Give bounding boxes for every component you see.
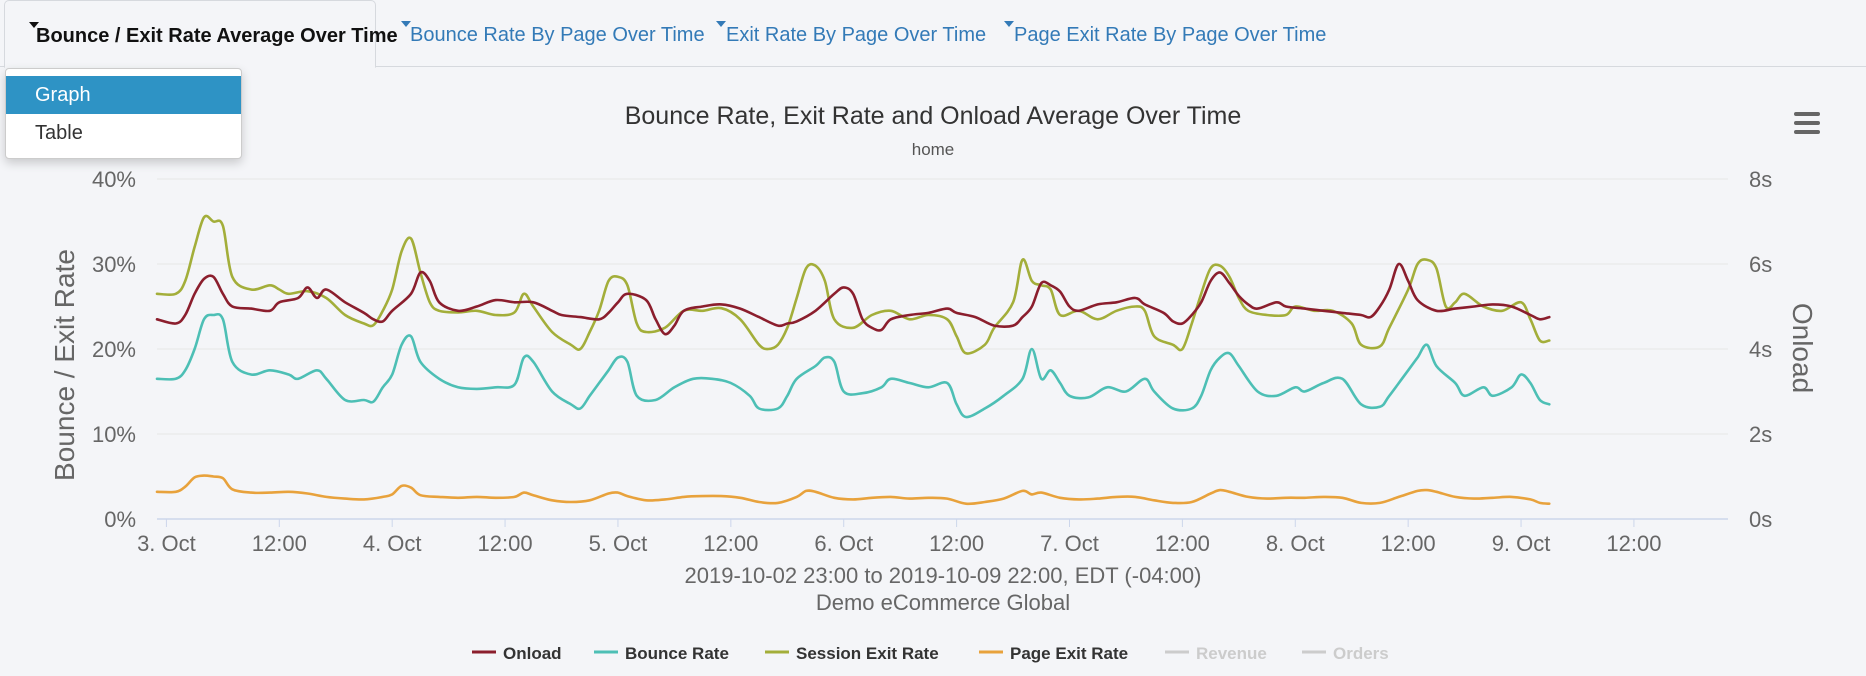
legend-label: Session Exit Rate <box>796 644 939 663</box>
x-tick-label: 12:00 <box>1155 531 1210 556</box>
menu-item-table[interactable]: Table <box>35 122 83 144</box>
menu-item-graph[interactable]: Graph <box>6 76 241 114</box>
legend-label: Revenue <box>1196 644 1267 663</box>
chart-series <box>155 214 1551 506</box>
x-tick-label: 8. Oct <box>1266 531 1325 556</box>
legend-label: Page Exit Rate <box>1010 644 1128 663</box>
y-right-tick-label: 4s <box>1749 337 1772 362</box>
tab-bounce-rate-by-page[interactable]: Bounce Rate By Page Over Time <box>396 0 705 67</box>
x-tick-label: 5. Oct <box>589 531 648 556</box>
legend-label: Onload <box>503 644 562 663</box>
y-right-tick-label: 8s <box>1749 167 1772 192</box>
x-tick-label: 12:00 <box>252 531 307 556</box>
x-tick-label: 12:00 <box>703 531 758 556</box>
x-tick-label: 7. Oct <box>1040 531 1099 556</box>
y-axis-title: Bounce / Exit Rate <box>49 249 80 481</box>
caret-down-icon <box>401 21 411 27</box>
y-tick-label: 0% <box>104 507 136 532</box>
x-tick-label: 12:00 <box>1606 531 1661 556</box>
x-tick-label: 9. Oct <box>1492 531 1551 556</box>
legend-item-bounce-rate[interactable]: Bounce Rate <box>594 644 729 663</box>
y-right-tick-label: 6s <box>1749 252 1772 277</box>
tab-page-exit-rate-by-page[interactable]: Page Exit Rate By Page Over Time <box>1000 0 1326 67</box>
x-tick-label: 3. Oct <box>137 531 196 556</box>
x-tick-label: 12:00 <box>478 531 533 556</box>
legend-item-session-exit-rate[interactable]: Session Exit Rate <box>765 644 939 663</box>
chart-legend: Onload Bounce Rate Session Exit Rate Page E… <box>472 644 1389 663</box>
y-tick-label: 10% <box>92 422 136 447</box>
x-tick-label: 6. Oct <box>814 531 873 556</box>
x-axis-caption-group: Demo eCommerce Global <box>816 590 1070 615</box>
legend-label: Orders <box>1333 644 1389 663</box>
tab-label: Exit Rate By Page Over Time <box>726 24 987 46</box>
y-axis-right-title: Onload <box>1787 303 1818 393</box>
chart-subtitle: home <box>912 140 955 159</box>
caret-down-icon <box>716 21 726 27</box>
right-y-axis-ticks: 0s 2s 4s 6s 8s <box>1749 167 1772 532</box>
tab-bar: Bounce / Exit Rate Average Over Time Bou… <box>0 0 1866 68</box>
legend-item-page-exit-rate[interactable]: Page Exit Rate <box>979 644 1128 663</box>
x-tick-label: 4. Oct <box>363 531 422 556</box>
y-tick-label: 40% <box>92 167 136 192</box>
chart-title: Bounce Rate, Exit Rate and Onload Averag… <box>625 102 1242 130</box>
legend-item-orders[interactable]: Orders <box>1302 644 1389 663</box>
legend-label: Bounce Rate <box>625 644 729 663</box>
x-tick-label: 12:00 <box>929 531 984 556</box>
legend-item-revenue[interactable]: Revenue <box>1165 644 1267 663</box>
series-line-session-exit-rate <box>155 214 1551 355</box>
x-tick-label: 12:00 <box>1381 531 1436 556</box>
tab-label: Page Exit Rate By Page Over Time <box>1014 24 1327 46</box>
y-tick-label: 20% <box>92 337 136 362</box>
tab-label: Bounce / Exit Rate Average Over Time <box>36 25 398 47</box>
y-tick-label: 30% <box>92 252 136 277</box>
series-line-onload <box>155 262 1551 336</box>
left-y-axis-ticks: 0% 10% 20% 30% 40% <box>92 167 136 532</box>
series-line-bounce-rate <box>155 312 1551 419</box>
x-axis-caption: 2019-10-02 23:00 to 2019-10-09 22:00, ED… <box>685 563 1202 588</box>
series-line-page-exit-rate <box>155 474 1551 506</box>
tab-label: Bounce Rate By Page Over Time <box>410 24 705 46</box>
legend-item-onload[interactable]: Onload <box>472 644 562 663</box>
view-dropdown-menu: Graph Table <box>5 68 242 159</box>
tab-bounce-exit-rate-average[interactable]: Bounce / Exit Rate Average Over Time <box>4 0 398 68</box>
caret-down-icon <box>29 22 39 28</box>
caret-down-icon <box>1004 21 1014 27</box>
y-right-tick-label: 2s <box>1749 422 1772 447</box>
tab-exit-rate-by-page[interactable]: Exit Rate By Page Over Time <box>712 0 986 67</box>
y-right-tick-label: 0s <box>1749 507 1772 532</box>
x-axis-ticks: 3. Oct 12:00 4. Oct 12:00 5. Oct 12:00 6. Oct 1… <box>137 519 1661 556</box>
chart-menu-hamburger-icon[interactable] <box>1794 112 1820 134</box>
